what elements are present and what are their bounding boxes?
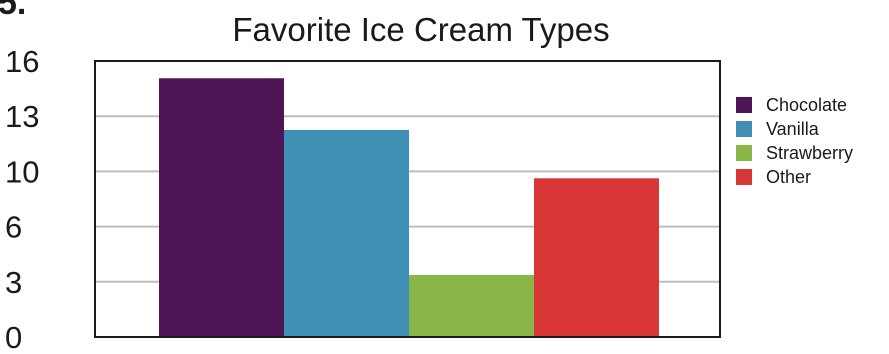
legend-swatch-other bbox=[736, 169, 752, 185]
bar-strawberry bbox=[409, 274, 534, 337]
legend-label-other: Other bbox=[766, 167, 811, 187]
y-tick-label: 10 bbox=[5, 154, 39, 189]
chart-title: Favorite Ice Cream Types bbox=[232, 11, 609, 48]
legend-swatch-chocolate bbox=[736, 97, 752, 113]
legend: Chocolate Vanilla Strawberry Other bbox=[736, 95, 853, 187]
cropped-glyph: 5. bbox=[0, 0, 26, 22]
y-tick-label: 3 bbox=[5, 265, 22, 300]
bar-vanilla bbox=[284, 130, 409, 337]
legend-label-strawberry: Strawberry bbox=[766, 143, 853, 163]
bar-other bbox=[534, 178, 659, 337]
legend-label-vanilla: Vanilla bbox=[766, 119, 820, 139]
bar-chocolate bbox=[159, 78, 284, 337]
y-tick-label: 13 bbox=[5, 99, 39, 134]
bars bbox=[159, 78, 659, 337]
y-tick-label: 0 bbox=[5, 320, 22, 354]
legend-label-chocolate: Chocolate bbox=[766, 95, 847, 115]
y-tick-label: 16 bbox=[5, 44, 39, 79]
y-axis-ticks: 0 3 6 10 13 16 bbox=[5, 44, 39, 354]
plot-frame bbox=[94, 60, 721, 338]
legend-swatch-vanilla bbox=[736, 121, 752, 137]
legend-swatch-strawberry bbox=[736, 145, 752, 161]
y-tick-label: 6 bbox=[5, 210, 22, 245]
